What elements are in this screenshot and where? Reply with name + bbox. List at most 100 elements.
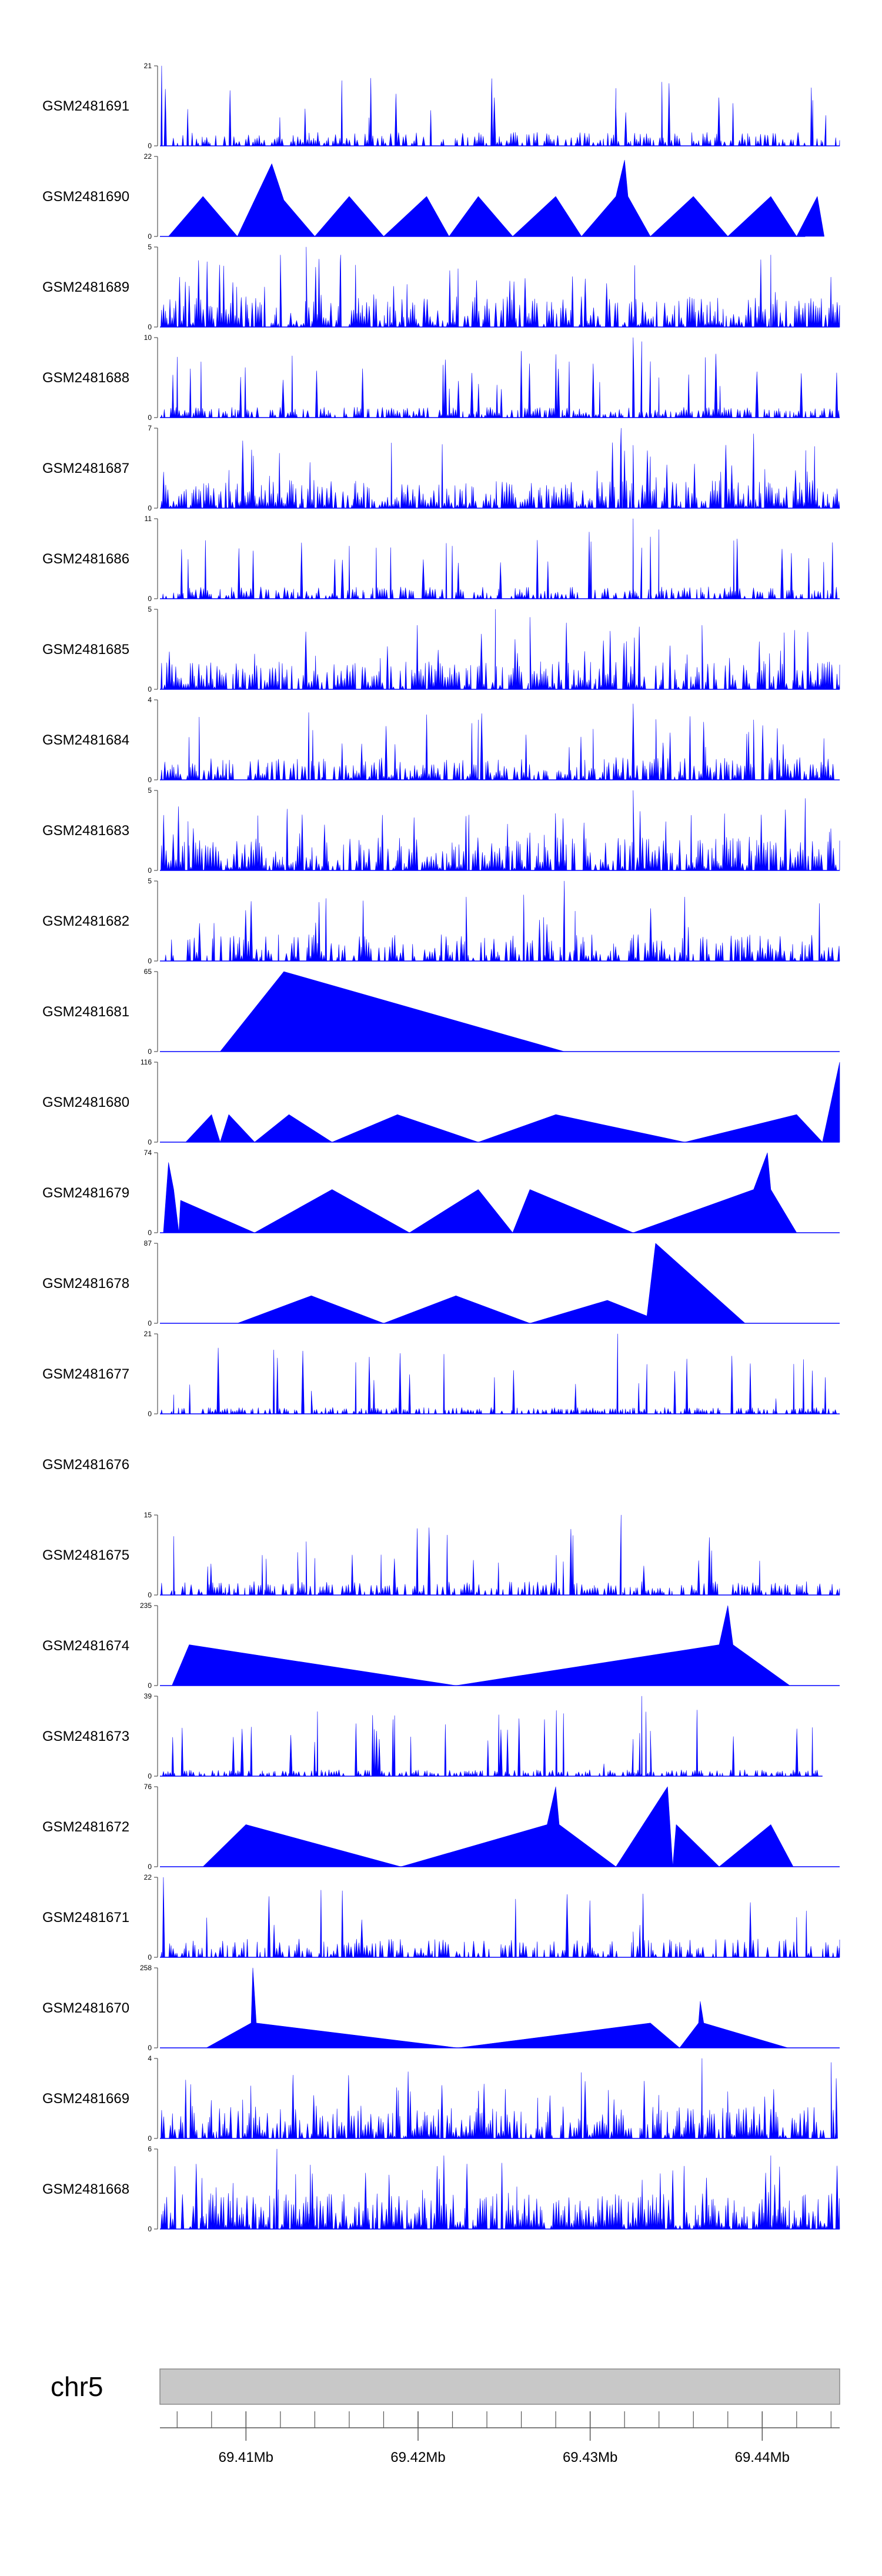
- track-label: GSM2481680: [42, 1095, 129, 1110]
- y-tick-label-zero: 0: [148, 957, 152, 965]
- y-axis: 15 0: [144, 1511, 158, 1599]
- y-tick-label-max: 258: [140, 1964, 152, 1972]
- track-gsm2481679: GSM2481679 74 0: [42, 1149, 840, 1237]
- y-tick-label-max: 22: [144, 1873, 152, 1881]
- y-axis: 235 0: [140, 1601, 158, 1690]
- y-tick-label-zero: 0: [148, 1772, 152, 1780]
- y-tick-label-max: 116: [141, 1058, 152, 1066]
- signal-area: [237, 1243, 746, 1324]
- y-tick-label-zero: 0: [148, 1047, 152, 1056]
- y-tick-label-max: 39: [144, 1692, 152, 1700]
- y-axis: 50: [148, 605, 158, 693]
- track-gsm2481685: GSM2481685 50: [42, 605, 840, 693]
- x-tick-label: 69.42Mb: [390, 2450, 445, 2465]
- y-axis: 11 0: [145, 515, 158, 603]
- y-tick-label-max: 235: [140, 1601, 152, 1610]
- track-label: GSM2481684: [42, 732, 129, 748]
- track-label: GSM2481682: [42, 913, 129, 929]
- signal-area: [161, 2058, 838, 2139]
- y-tick-label-zero: 0: [148, 1410, 152, 1418]
- track-label: GSM2481671: [42, 1910, 129, 1926]
- signal-area: [185, 1062, 840, 1143]
- track-gsm2481683: GSM2481683 50: [42, 786, 840, 875]
- track-label: GSM2481681: [42, 1004, 129, 1020]
- y-axis: 65 0: [144, 967, 158, 1056]
- y-tick-label-zero: 0: [148, 595, 152, 603]
- y-tick-label-zero: 0: [148, 1863, 152, 1871]
- signal-area: [206, 1967, 789, 2048]
- track-gsm2481672: GSM2481672 76 0: [42, 1783, 840, 1871]
- track-gsm2481686: GSM2481686 11 0: [42, 515, 840, 603]
- x-tick-label: 69.41Mb: [219, 2450, 273, 2465]
- y-tick-label-max: 5: [148, 877, 152, 885]
- signal-area: [161, 703, 840, 780]
- track-label: GSM2481691: [42, 98, 129, 114]
- track-label: GSM2481690: [42, 189, 129, 205]
- track-label: GSM2481688: [42, 370, 129, 386]
- y-tick-label-max: 5: [148, 605, 152, 613]
- y-tick-label-zero: 0: [148, 2044, 152, 2052]
- y-tick-label-max: 5: [148, 243, 152, 251]
- y-tick-label-max: 4: [148, 2054, 152, 2063]
- signal-area: [161, 1877, 840, 1958]
- y-tick-label-max: 21: [144, 1330, 152, 1338]
- chromosome-ideogram: [159, 2368, 840, 2405]
- signal-area: [161, 246, 840, 328]
- y-tick-label-max: 15: [144, 1511, 152, 1519]
- y-tick-label-zero: 0: [148, 504, 152, 512]
- track-gsm2481674: GSM2481674 235 0: [42, 1601, 840, 1690]
- track-label: GSM2481683: [42, 823, 129, 839]
- track-label: GSM2481677: [42, 1366, 129, 1382]
- signal-area: [161, 518, 840, 599]
- y-axis: 22 0: [144, 152, 158, 241]
- ideogram-track: chr5 69.41Mb 69.42Mb 69.43Mb 69.44Mb: [51, 2368, 840, 2465]
- signal-area: [161, 428, 840, 509]
- signal-area: [161, 1696, 823, 1777]
- track-label: GSM2481669: [42, 2091, 129, 2107]
- y-axis: 258 0: [140, 1964, 158, 2052]
- y-axis: 60: [148, 2145, 158, 2233]
- track-label: GSM2481670: [42, 2000, 129, 2016]
- y-axis: 21 0: [144, 1330, 158, 1418]
- track-label: GSM2481668: [42, 2181, 129, 2197]
- y-tick-label-max: 6: [148, 2145, 152, 2153]
- y-axis: 21 0: [144, 62, 158, 150]
- track-gsm2481669: GSM2481669 40: [42, 2054, 838, 2143]
- track-label: GSM2481674: [42, 1638, 129, 1654]
- x-tick-label: 69.44Mb: [735, 2450, 790, 2465]
- track-label: GSM2481675: [42, 1547, 129, 1563]
- track-gsm2481675: GSM2481675 15 0: [42, 1511, 840, 1599]
- y-axis: 22 0: [144, 1873, 158, 1961]
- track-label: GSM2481685: [42, 642, 129, 658]
- signal-area: [202, 1786, 794, 1867]
- y-axis: 40: [148, 2054, 158, 2143]
- y-axis: 50: [148, 877, 158, 965]
- y-tick-label-zero: 0: [148, 2225, 152, 2233]
- y-tick-label-zero: 0: [148, 1681, 152, 1690]
- y-tick-label-max: 10: [144, 333, 152, 342]
- y-axis: 116 0: [141, 1058, 158, 1146]
- y-tick-label-max: 5: [148, 786, 152, 795]
- y-axis: 50: [148, 243, 158, 331]
- y-tick-label-zero: 0: [148, 776, 152, 784]
- y-axis: 39 0: [144, 1692, 158, 1780]
- y-axis: 50: [148, 786, 158, 875]
- y-tick-label-zero: 0: [148, 1138, 152, 1146]
- y-tick-label-max: 21: [144, 62, 152, 70]
- track-label: GSM2481673: [42, 1729, 129, 1744]
- data-tracks: GSM2481691210GSM2481690220GSM248168950GS…: [42, 62, 840, 2233]
- signal-area: [161, 880, 840, 962]
- y-tick-label-max: 65: [144, 967, 152, 976]
- y-tick-label-max: 87: [144, 1239, 152, 1247]
- track-gsm2481680: GSM2481680 116 0: [42, 1058, 840, 1146]
- track-label: GSM2481672: [42, 1819, 129, 1835]
- y-tick-label-max: 7: [148, 424, 152, 432]
- y-axis: 87 0: [144, 1239, 158, 1327]
- y-axis: 76 0: [144, 1783, 158, 1871]
- signal-area: [161, 1514, 840, 1596]
